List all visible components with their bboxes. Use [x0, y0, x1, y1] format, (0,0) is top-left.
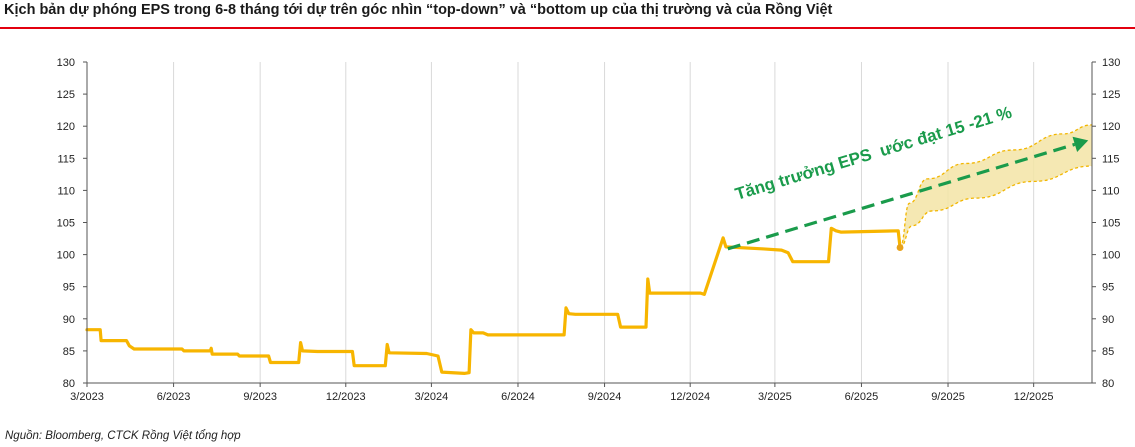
forecast-band-area [900, 124, 1092, 248]
y-tick-label-right: 130 [1102, 57, 1120, 69]
eps-series-line [85, 226, 902, 375]
x-tick-label: 3/2023 [70, 391, 104, 403]
y-tick-label-left: 105 [57, 218, 75, 230]
tick-labels: 3/2023 6/2023 9/2023 12/2023 3/2024 6/2024 9/2… [57, 57, 1121, 403]
x-tick-label: 12/2023 [326, 391, 366, 403]
gridlines [86, 62, 1035, 383]
y-tick-label-left: 115 [57, 153, 75, 165]
y-tick-label-left: 95 [63, 282, 75, 294]
x-tick-label: 9/2024 [588, 391, 622, 403]
x-tick-label: 6/2023 [157, 391, 191, 403]
y-tick-label-left: 90 [63, 314, 75, 326]
forecast-start-point [896, 244, 904, 251]
growth-arrow-shaft [727, 142, 1076, 251]
axes [83, 61, 1096, 387]
y-tick-label-left: 100 [57, 250, 75, 262]
title-divider [0, 27, 1135, 29]
y-tick-label-left: 130 [57, 57, 75, 69]
y-tick-label-right: 100 [1102, 250, 1120, 262]
forecast-band [899, 124, 1093, 249]
growth-arrow-head [1072, 136, 1089, 153]
y-tick-label-right: 105 [1102, 218, 1120, 230]
x-tick-label: 12/2024 [670, 391, 710, 403]
source-note: Nguồn: Bloomberg, CTCK Rồng Việt tổng hợ… [5, 430, 241, 442]
y-tick-label-right: 115 [1102, 153, 1120, 165]
y-tick-label-left: 125 [57, 89, 75, 101]
forecast-upper-bound [899, 124, 1093, 249]
y-tick-label-right: 120 [1102, 121, 1120, 133]
x-tick-label: 9/2023 [243, 391, 277, 403]
y-tick-label-right: 110 [1102, 185, 1120, 197]
y-tick-label-left: 110 [57, 185, 75, 197]
y-tick-label-right: 85 [1102, 346, 1114, 358]
x-tick-label: 3/2024 [415, 391, 449, 403]
y-tick-label-right: 125 [1102, 89, 1120, 101]
x-tick-label: 12/2025 [1014, 391, 1054, 403]
y-tick-label-left: 85 [63, 346, 75, 358]
eps-series [85, 226, 904, 375]
y-tick-label-left: 120 [57, 121, 75, 133]
y-tick-label-left: 80 [63, 378, 75, 390]
x-tick-label: 3/2025 [758, 391, 792, 403]
y-tick-label-right: 90 [1102, 314, 1114, 326]
y-tick-label-right: 95 [1102, 282, 1114, 294]
x-tick-label: 6/2024 [501, 391, 535, 403]
x-tick-label: 9/2025 [931, 391, 965, 403]
x-tick-label: 6/2025 [845, 391, 879, 403]
growth-arrow [727, 136, 1089, 251]
chart-title: Kịch bản dự phóng EPS trong 6-8 tháng tớ… [4, 2, 833, 18]
y-tick-label-right: 80 [1102, 378, 1114, 390]
